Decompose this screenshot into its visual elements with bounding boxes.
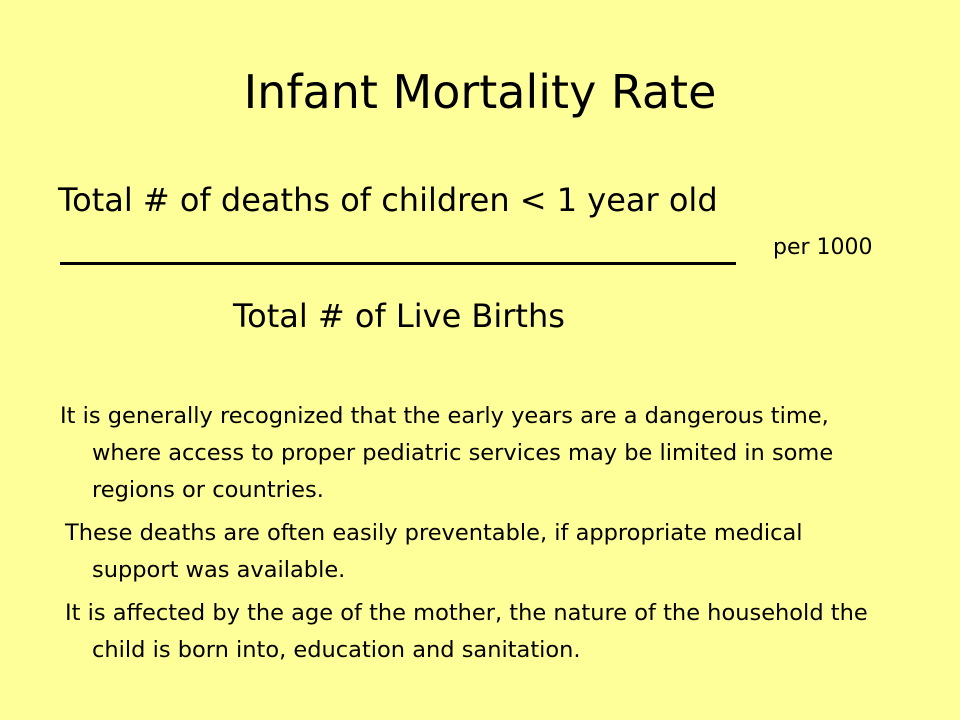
per-1000-label: per 1000 [773, 235, 873, 260]
fraction-bar [60, 220, 736, 265]
paragraph-preventable-deaths: These deaths are often easily preventabl… [65, 520, 803, 583]
explanation-text: It is generally recognized that the earl… [60, 398, 890, 675]
paragraph-early-years: It is generally recognized that the earl… [60, 403, 834, 503]
formula-numerator: Total # of deaths of children < 1 year o… [58, 181, 718, 219]
mortality-rate-formula: Total # of deaths of children < 1 year o… [58, 180, 938, 335]
fraction-row: per 1000 [58, 220, 938, 272]
slide-title: Infant Mortality Rate [243, 65, 717, 119]
formula-denominator: Total # of Live Births [233, 297, 565, 335]
paragraph-contributing-factors: It is affected by the age of the mother,… [65, 600, 868, 663]
